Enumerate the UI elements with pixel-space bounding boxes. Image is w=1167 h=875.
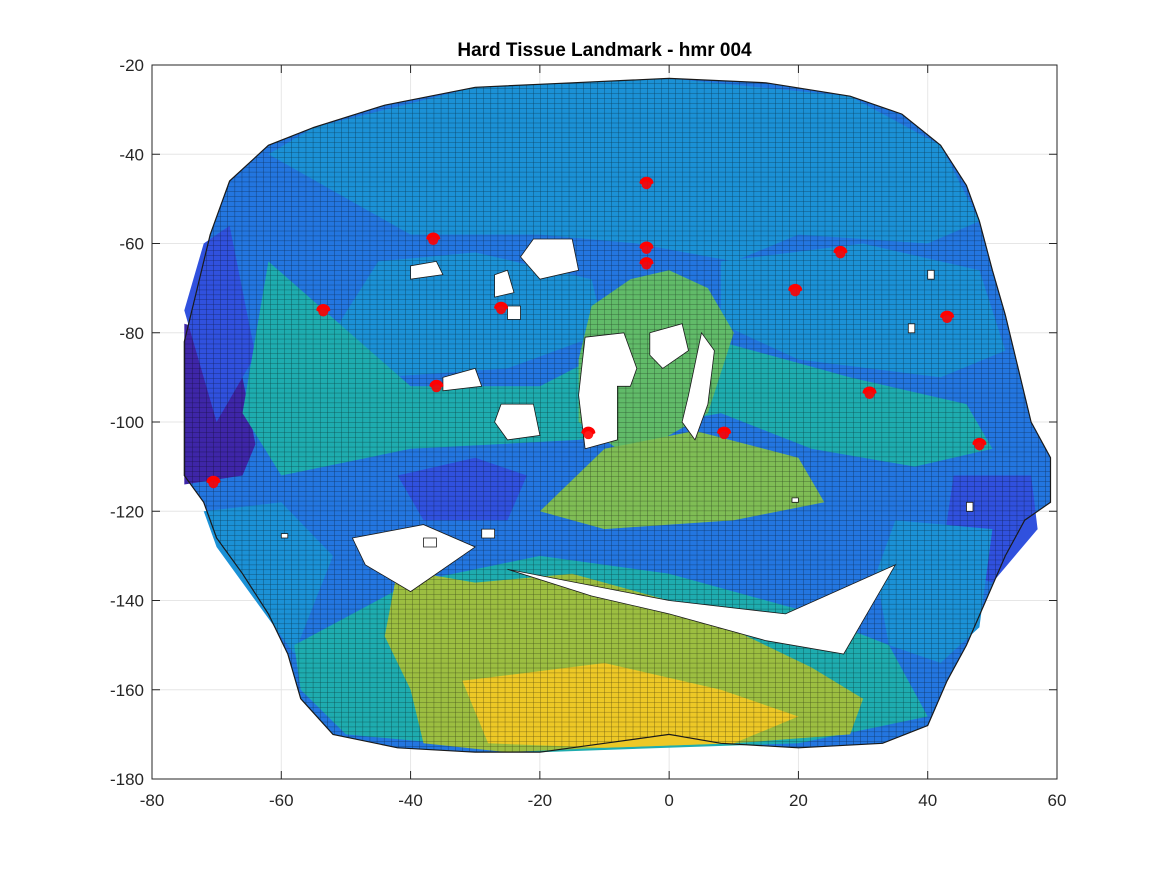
surface-gap-12 <box>481 528 495 539</box>
y-tick-label: -120 <box>110 502 144 521</box>
surface-gap-9 <box>351 524 477 593</box>
x-tick-label: -40 <box>398 791 423 810</box>
surface-gap-5 <box>494 403 541 441</box>
landmark-point-core <box>719 429 730 440</box>
x-tick-label: 40 <box>918 791 937 810</box>
x-tick-label: -20 <box>528 791 553 810</box>
y-tick-label: -160 <box>110 681 144 700</box>
landmark-markers <box>206 176 987 489</box>
landmark-point-core <box>641 243 652 254</box>
surface-gap-17 <box>280 533 289 539</box>
surface-gap-8 <box>681 331 715 441</box>
chart-title: Hard Tissue Landmark - hmr 004 <box>457 40 752 61</box>
landmark-point-core <box>208 478 219 489</box>
landmark-point-core <box>864 388 875 399</box>
x-tick-label: 20 <box>789 791 808 810</box>
landmark-point-core <box>428 235 439 246</box>
surface-gap-15 <box>966 501 974 512</box>
y-tick-label: -100 <box>110 413 144 432</box>
y-tick-label: -20 <box>119 56 144 75</box>
surface-gap-3 <box>507 305 521 320</box>
y-tick-label: -40 <box>119 145 144 164</box>
x-tick-label: -60 <box>269 791 294 810</box>
surface-gap-10 <box>507 563 897 655</box>
landmark-point-core <box>641 179 652 190</box>
surface-gap-16 <box>791 497 799 503</box>
landmark-point-core <box>974 440 985 451</box>
landmark-point-core <box>641 259 652 270</box>
landmark-point-core <box>583 429 594 440</box>
y-tick-label: -140 <box>110 592 144 611</box>
landmark-point-core <box>431 382 442 393</box>
landmark-point-core <box>318 306 329 317</box>
surface-gap-0 <box>410 260 444 280</box>
axis-ticks: -80 -60 -40 -20 0 20 40 60 -20 -40 -60 -80 -100 -120 -… <box>110 56 1066 810</box>
y-tick-label: -180 <box>110 770 144 789</box>
surface-plot <box>183 77 1052 753</box>
surface-gap-6 <box>578 332 638 450</box>
landmark-point-core <box>942 313 953 324</box>
surface-gap-11 <box>423 537 437 548</box>
surface-gap-1 <box>519 238 580 280</box>
x-tick-label: -80 <box>140 791 165 810</box>
surface-gap-2 <box>494 269 515 298</box>
landmark-point-core <box>835 248 846 259</box>
landmark-point-core <box>790 286 801 297</box>
landmark-point-core <box>496 304 507 315</box>
x-tick-label: 0 <box>664 791 673 810</box>
y-tick-label: -80 <box>119 324 144 343</box>
surface-gap-7 <box>649 323 689 369</box>
y-tick-label: -60 <box>119 235 144 254</box>
surface-gap-14 <box>907 323 916 334</box>
surface-edge <box>183 77 1052 753</box>
surface-gap-13 <box>927 269 935 280</box>
x-tick-label: 60 <box>1048 791 1067 810</box>
